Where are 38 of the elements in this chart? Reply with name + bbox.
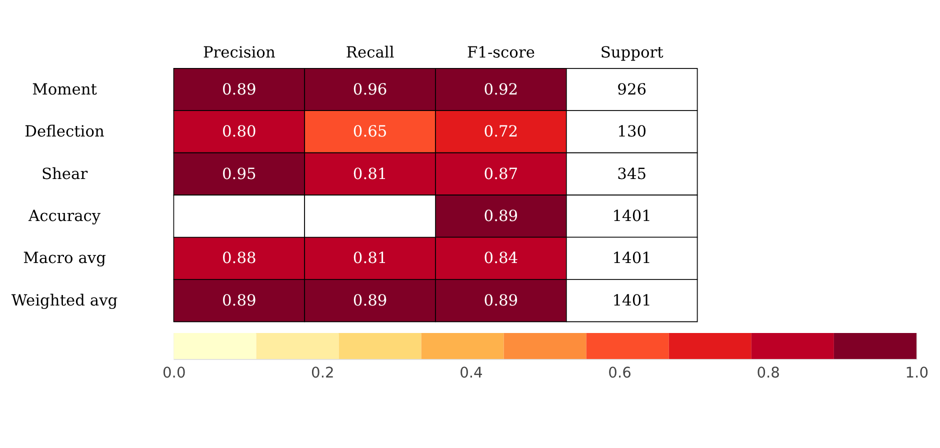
y-tick-label: Deflection [24, 122, 105, 141]
data-label: 0.89 [484, 291, 518, 310]
text: 1401 [612, 249, 652, 268]
data-label: 0.89 [222, 291, 256, 310]
data-label: 0.89 [484, 207, 518, 226]
color-bar-label: 0.4 [460, 364, 483, 382]
y-tick-label: Moment [32, 80, 98, 98]
x-tick-label: Support [600, 43, 664, 62]
data-label: 0.89 [352, 291, 388, 310]
data-label: 0.80 [222, 122, 256, 141]
color-bar-label: 0.0 [162, 364, 186, 382]
color-bar-label: 0.8 [756, 364, 780, 382]
data-label: 0.84 [484, 249, 518, 268]
x-tick-label: F1-score [466, 43, 535, 62]
x-tick-label: Precision [202, 43, 276, 62]
data-label: 0.89 [222, 80, 256, 98]
color-bar-label: 0.6 [608, 364, 632, 382]
text: 345 [617, 164, 647, 183]
y-tick-label: Macro avg [23, 249, 106, 268]
data-label: 0.81 [352, 249, 388, 268]
text: 1401 [612, 291, 652, 310]
y-tick-label: Shear [41, 164, 88, 183]
color-bar-label: 1.0 [905, 364, 928, 382]
data-label: 0.88 [222, 249, 256, 268]
data-label: 0.92 [484, 80, 518, 98]
data-label: 0.65 [352, 122, 388, 141]
y-tick-label: Weighted avg [11, 291, 118, 310]
data-label: 0.72 [484, 122, 518, 141]
y-tick-label: Accuracy [27, 207, 101, 226]
data-label: 0.81 [352, 164, 388, 183]
data-label: 0.96 [352, 80, 388, 98]
color-bar-label: 0.2 [311, 364, 334, 382]
text: 1401 [612, 207, 652, 226]
data-label: 0.87 [484, 164, 518, 183]
text: 926 [617, 80, 647, 98]
data-label: 0.95 [222, 164, 256, 183]
x-tick-label: Recall [346, 43, 394, 62]
text: 130 [617, 122, 647, 141]
